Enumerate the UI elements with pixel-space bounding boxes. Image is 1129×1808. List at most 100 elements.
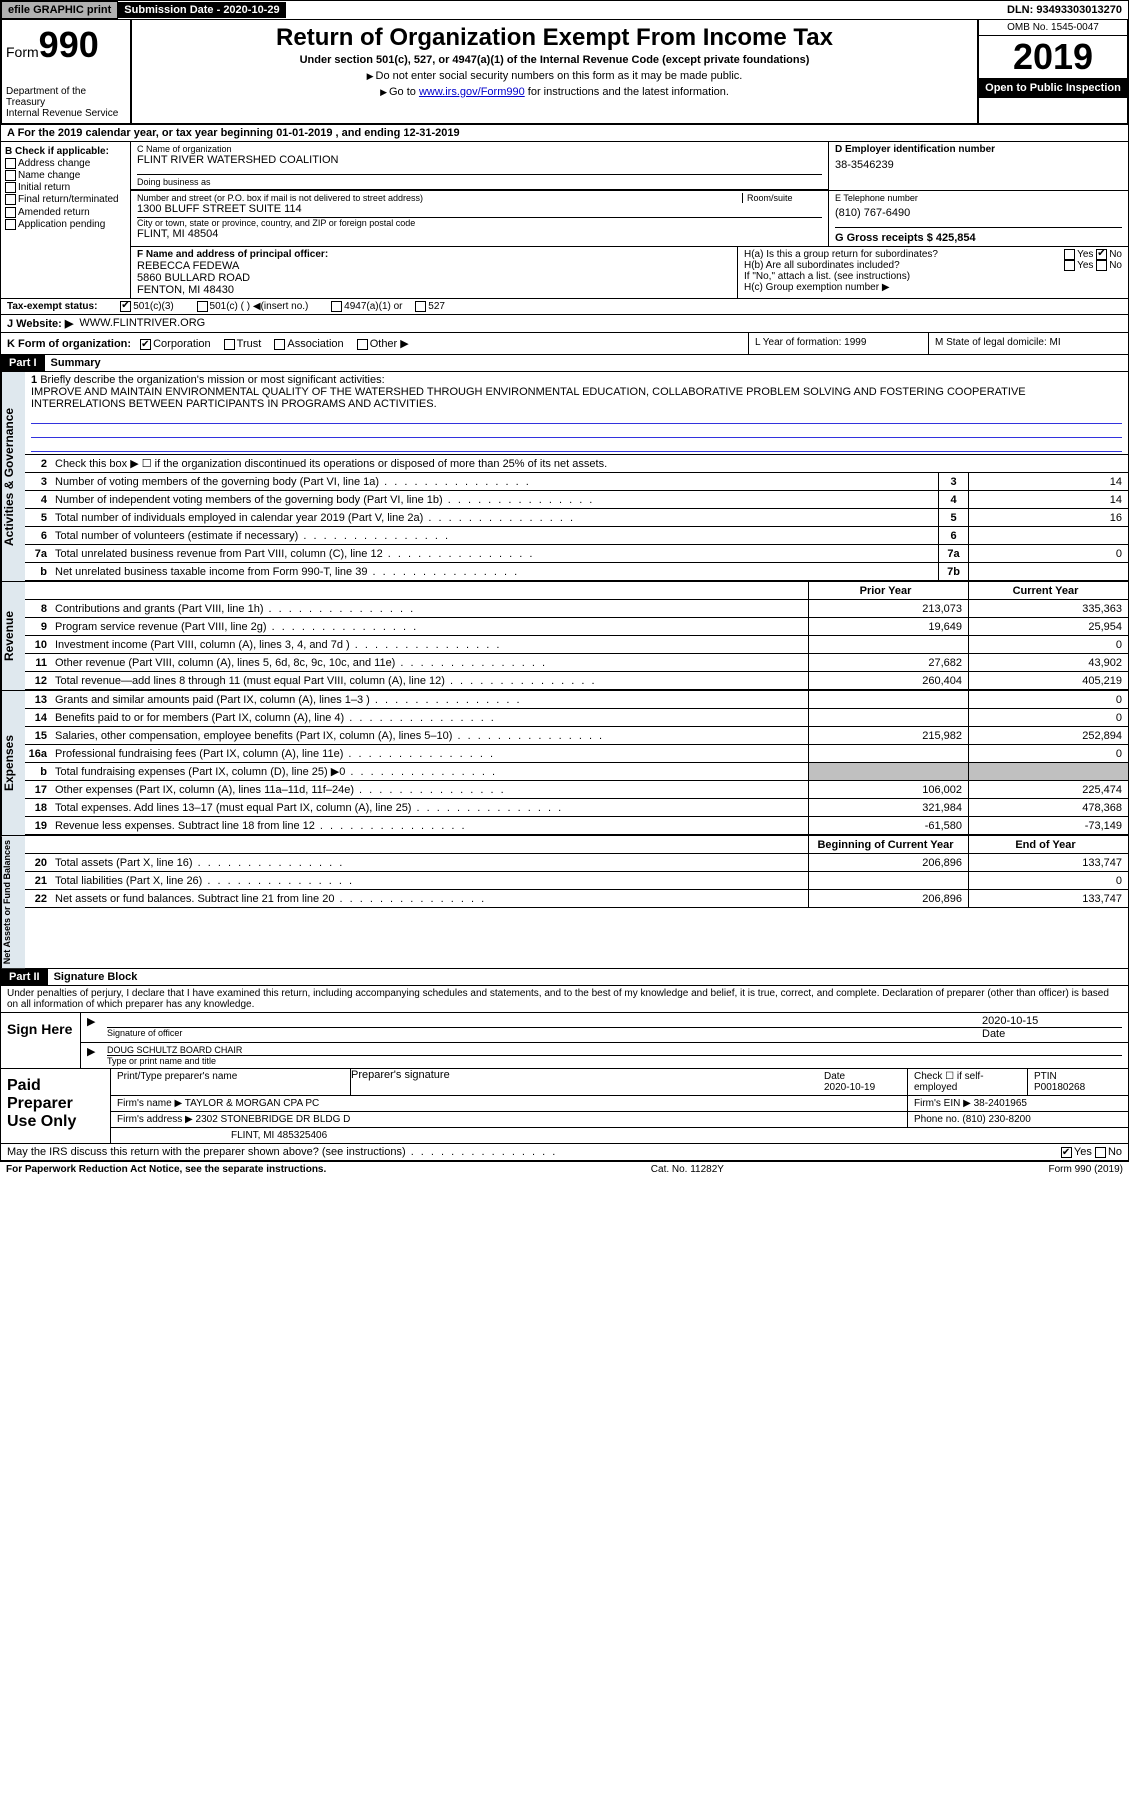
k-assoc[interactable]: Association xyxy=(287,338,343,350)
irs-link[interactable]: www.irs.gov/Form990 xyxy=(419,86,525,98)
form-label: Form xyxy=(6,44,39,60)
section-b-label: B Check if applicable: xyxy=(5,146,126,157)
city-label: City or town, state or province, country… xyxy=(137,217,822,228)
cb-pending[interactable]: Application pending xyxy=(18,219,105,230)
line-text: Benefits paid to or for members (Part IX… xyxy=(51,711,808,725)
ha-yes[interactable]: Yes xyxy=(1077,249,1093,260)
hdr-end: End of Year xyxy=(968,836,1128,853)
activities-governance-section: Activities & Governance 1 Briefly descri… xyxy=(0,372,1129,582)
prior-val xyxy=(808,709,968,726)
form-subtitle: Under section 501(c), 527, or 4947(a)(1)… xyxy=(136,54,973,66)
k-corp[interactable]: Corporation xyxy=(153,338,210,350)
org-name: FLINT RIVER WATERSHED COALITION xyxy=(137,154,822,166)
prior-val: 106,002 xyxy=(808,781,968,798)
omb-number: OMB No. 1545-0047 xyxy=(979,20,1127,36)
website-row: J Website: ▶ WWW.FLINTRIVER.ORG xyxy=(0,315,1129,333)
current-val: 25,954 xyxy=(968,618,1128,635)
org-city: FLINT, MI 48504 xyxy=(137,228,822,240)
prep-label: Paid Preparer Use Only xyxy=(1,1069,111,1143)
firm-ein: 38-2401965 xyxy=(974,1098,1027,1109)
line-text: Number of independent voting members of … xyxy=(51,493,938,507)
line-box: 3 xyxy=(938,473,968,490)
line-text: Other expenses (Part IX, column (A), lin… xyxy=(51,783,808,797)
prep-date: 2020-10-19 xyxy=(824,1082,875,1093)
prep-self-emp[interactable]: Check ☐ if self-employed xyxy=(908,1069,1028,1095)
current-val: 225,474 xyxy=(968,781,1128,798)
k-trust[interactable]: Trust xyxy=(237,338,262,350)
k-label: K Form of organization: xyxy=(7,338,131,350)
note-ssn: Do not enter social security numbers on … xyxy=(136,70,973,82)
prep-name-label: Print/Type preparer's name xyxy=(111,1069,351,1095)
current-val: 335,363 xyxy=(968,600,1128,617)
line-text: Total revenue—add lines 8 through 11 (mu… xyxy=(51,674,808,688)
line-text: Other revenue (Part VIII, column (A), li… xyxy=(51,656,808,670)
hdr-prior: Prior Year xyxy=(808,582,968,599)
part2-header: Part II xyxy=(1,969,48,985)
officer-addr1: 5860 BULLARD ROAD xyxy=(137,272,731,284)
tax-527[interactable]: 527 xyxy=(428,301,445,312)
discuss-no[interactable]: No xyxy=(1108,1146,1122,1158)
submission-date-button[interactable]: Submission Date - 2020-10-29 xyxy=(118,2,285,18)
current-val: 252,894 xyxy=(968,727,1128,744)
ptin-value: P00180268 xyxy=(1034,1082,1085,1093)
top-bar: efile GRAPHIC print Submission Date - 20… xyxy=(0,0,1129,20)
prior-val: 206,896 xyxy=(808,854,968,871)
tax-501c[interactable]: 501(c) ( ) ◀(insert no.) xyxy=(210,301,309,312)
revenue-section: Revenue Prior YearCurrent Year 8Contribu… xyxy=(0,582,1129,691)
cb-addr-change[interactable]: Address change xyxy=(18,158,90,169)
expenses-section: Expenses 13Grants and similar amounts pa… xyxy=(0,691,1129,836)
irs-label: Internal Revenue Service xyxy=(6,108,126,119)
tax-501c3[interactable]: 501(c)(3) xyxy=(133,301,174,312)
org-info-block: B Check if applicable: Address change Na… xyxy=(0,142,1129,299)
prior-val xyxy=(808,636,968,653)
signature-block: Under penalties of perjury, I declare th… xyxy=(0,986,1129,1162)
website-label: J Website: ▶ xyxy=(7,317,73,330)
firm-addr-label: Firm's address ▶ xyxy=(117,1114,193,1125)
firm-name: TAYLOR & MORGAN CPA PC xyxy=(185,1098,319,1109)
cb-amended[interactable]: Amended return xyxy=(18,207,90,218)
tax-status-label: Tax-exempt status: xyxy=(7,301,97,312)
k-other[interactable]: Other ▶ xyxy=(370,338,409,350)
cb-name-change[interactable]: Name change xyxy=(18,170,80,181)
line-val xyxy=(968,563,1128,580)
line-text: Total number of individuals employed in … xyxy=(51,511,938,525)
form-number: 990 xyxy=(39,24,99,65)
page-footer: For Paperwork Reduction Act Notice, see … xyxy=(0,1162,1129,1177)
firm-phone-label: Phone no. xyxy=(914,1114,960,1125)
tax-4947[interactable]: 4947(a)(1) or xyxy=(344,301,402,312)
gross-receipts: G Gross receipts $ 425,854 xyxy=(835,227,1122,244)
line-text: Number of voting members of the governin… xyxy=(51,475,938,489)
sig-date-label: Date xyxy=(982,1027,1122,1040)
prior-val: 260,404 xyxy=(808,672,968,689)
note-goto-post: for instructions and the latest informat… xyxy=(525,86,729,98)
prior-val: 19,649 xyxy=(808,618,968,635)
form-title: Return of Organization Exempt From Incom… xyxy=(136,24,973,52)
note-goto-pre: Go to xyxy=(389,86,419,98)
efile-button[interactable]: efile GRAPHIC print xyxy=(1,1,118,19)
line-text: Total fundraising expenses (Part IX, col… xyxy=(51,764,808,779)
line-text: Revenue less expenses. Subtract line 18 … xyxy=(51,819,808,833)
prior-val: 215,982 xyxy=(808,727,968,744)
current-val: 0 xyxy=(968,636,1128,653)
dba-label: Doing business as xyxy=(137,174,822,187)
website-value: WWW.FLINTRIVER.ORG xyxy=(79,317,205,330)
line-text: Investment income (Part VIII, column (A)… xyxy=(51,638,808,652)
dln-label: DLN: 93493303013270 xyxy=(1001,2,1128,18)
current-val: 133,747 xyxy=(968,854,1128,871)
cb-initial[interactable]: Initial return xyxy=(18,182,70,193)
prior-val xyxy=(808,872,968,889)
year-formation: L Year of formation: 1999 xyxy=(748,333,928,354)
ha-no[interactable]: No xyxy=(1109,249,1122,260)
line-text: Total expenses. Add lines 13–17 (must eq… xyxy=(51,801,808,815)
name-label: C Name of organization xyxy=(137,144,822,154)
cb-final[interactable]: Final return/terminated xyxy=(18,195,119,206)
prior-val: -61,580 xyxy=(808,817,968,834)
mission-text: IMPROVE AND MAINTAIN ENVIRONMENTAL QUALI… xyxy=(31,386,1122,410)
discuss-yes[interactable]: Yes xyxy=(1074,1146,1092,1158)
vtab-netassets: Net Assets or Fund Balances xyxy=(1,836,25,968)
part1-header: Part I xyxy=(1,355,45,371)
ein-label: D Employer identification number xyxy=(835,144,1122,155)
officer-name: REBECCA FEDEWA xyxy=(137,260,731,272)
line-box: 6 xyxy=(938,527,968,544)
footer-right: Form 990 (2019) xyxy=(1049,1164,1123,1175)
